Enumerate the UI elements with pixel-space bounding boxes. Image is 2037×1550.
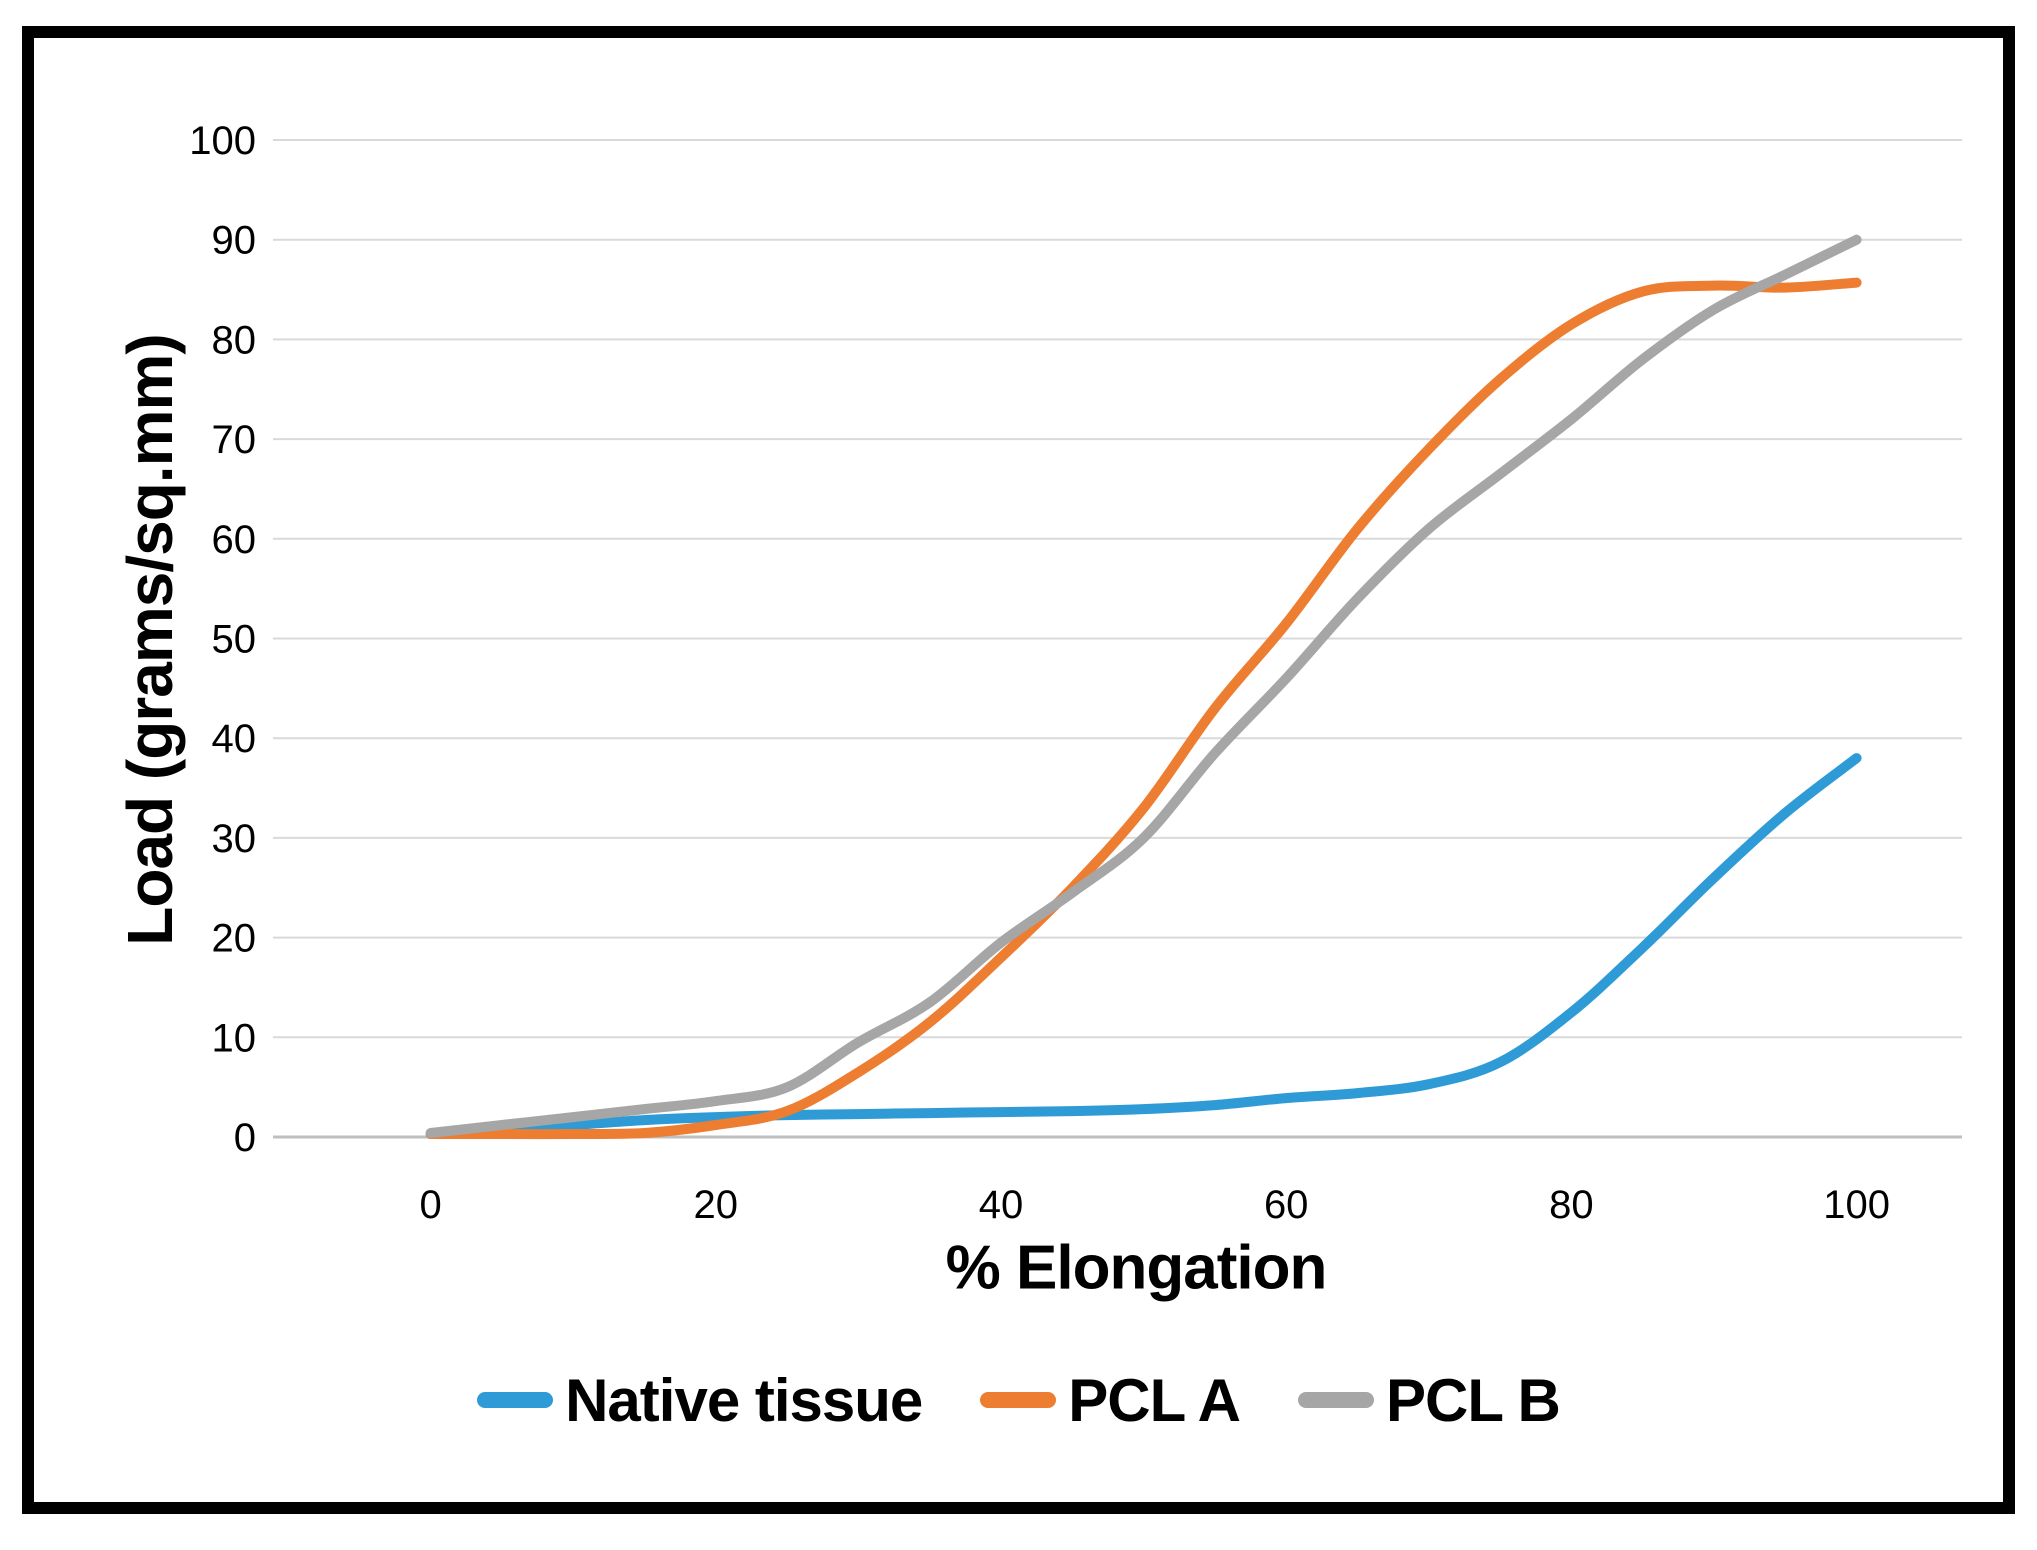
legend-label: PCL B [1385, 1366, 1561, 1434]
y-tick-label: 60 [212, 518, 257, 562]
x-tick-label: 20 [694, 1183, 739, 1227]
y-tick-label: 80 [212, 318, 257, 362]
series-line-pcl-b [425, 234, 1862, 1138]
y-tick-label: 10 [212, 1016, 257, 1060]
series-line-pcl-a [425, 277, 1862, 1140]
legend-label: PCL A [1068, 1366, 1241, 1434]
legend: Native tissue PCL A PCL B [0, 1358, 2037, 1442]
y-axis-title: Load (grams/sq.mm) [114, 334, 186, 946]
x-tick-label: 60 [1264, 1183, 1309, 1227]
y-tick-label: 70 [212, 418, 257, 462]
legend-item-native-tissue: Native tissue [477, 1366, 923, 1435]
x-tick-label: 40 [979, 1183, 1024, 1227]
legend-item-pcl-a: PCL A [980, 1366, 1241, 1435]
legend-label: Native tissue [565, 1366, 923, 1434]
y-tick-label: 90 [212, 219, 257, 263]
x-tick-label: 80 [1549, 1183, 1594, 1227]
series-line-native-tissue [425, 753, 1862, 1139]
x-tick-label: 100 [1823, 1183, 1890, 1227]
legend-item-pcl-b: PCL B [1297, 1366, 1561, 1435]
legend-swatch-icon [477, 1392, 554, 1408]
y-tick-label: 0 [234, 1116, 256, 1160]
y-tick-label: 30 [212, 817, 257, 861]
legend-swatch-icon [980, 1392, 1057, 1408]
y-tick-label: 40 [212, 717, 257, 761]
y-tick-label: 100 [189, 119, 256, 163]
x-tick-label: 0 [419, 1183, 441, 1227]
x-axis-title: % Elongation [945, 1233, 1328, 1303]
y-tick-label: 20 [212, 917, 257, 961]
legend-swatch-icon [1297, 1392, 1374, 1408]
figure-border [22, 26, 2015, 1514]
y-tick-label: 50 [212, 618, 257, 662]
